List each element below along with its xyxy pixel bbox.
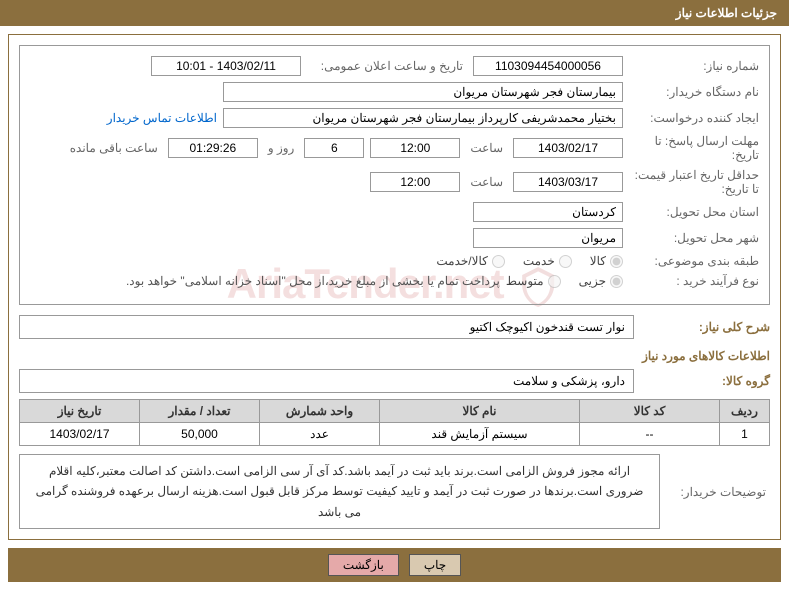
days-remain-field: 6 xyxy=(304,138,364,158)
buyer-notes-label: توضیحات خریدار: xyxy=(660,454,770,529)
details-box: شماره نیاز: 1103094454000056 تاریخ و ساع… xyxy=(19,45,770,305)
need-no-field: 1103094454000056 xyxy=(473,56,623,76)
days-and-label: روز و xyxy=(264,141,299,155)
reply-deadline-label: مهلت ارسال پاسخ: تا تاریخ: xyxy=(629,134,759,162)
need-no-label: شماره نیاز: xyxy=(629,59,759,73)
subject-cat-group: کالا خدمت کالا/خدمت xyxy=(436,254,623,268)
purchase-type-label: نوع فرآیند خرید : xyxy=(629,274,759,288)
cell-date: 1403/02/17 xyxy=(20,423,140,446)
need-desc-field: نوار تست قندخون اکیوچک اکتیو xyxy=(19,315,634,339)
quote-valid-label: حداقل تاریخ اعتبار قیمت: تا تاریخ: xyxy=(629,168,759,196)
hour-label-1: ساعت xyxy=(466,141,507,155)
cell-idx: 1 xyxy=(720,423,770,446)
type-medium-radio[interactable]: متوسط xyxy=(506,274,561,288)
cell-qty: 50,000 xyxy=(140,423,260,446)
announce-dt-label: تاریخ و ساعت اعلان عمومی: xyxy=(307,59,467,73)
quote-date-field: 1403/03/17 xyxy=(513,172,623,192)
th-code: کد کالا xyxy=(580,400,720,423)
th-date: تاریخ نیاز xyxy=(20,400,140,423)
goods-group-label: گروه کالا: xyxy=(640,374,770,388)
th-idx: ردیف xyxy=(720,400,770,423)
reply-time-field: 12:00 xyxy=(370,138,460,158)
items-table: ردیف کد کالا نام کالا واحد شمارش تعداد /… xyxy=(19,399,770,446)
th-name: نام کالا xyxy=(380,400,580,423)
requester-field: بختیار محمدشریفی کارپرداز بیمارستان فجر … xyxy=(223,108,623,128)
hour-label-2: ساعت xyxy=(466,175,507,189)
table-row: 1 -- سیستم آزمایش قند عدد 50,000 1403/02… xyxy=(20,423,770,446)
cat-service-radio[interactable]: خدمت xyxy=(523,254,572,268)
requester-label: ایجاد کننده درخواست: xyxy=(629,111,759,125)
need-desc-label: شرح کلی نیاز: xyxy=(640,320,770,334)
buyer-contact-link[interactable]: اطلاعات تماس خریدار xyxy=(107,111,217,125)
type-partial-radio[interactable]: جزیی xyxy=(579,274,623,288)
province-field: کردستان xyxy=(473,202,623,222)
payment-note: پرداخت تمام یا بخشی از مبلغ خرید،از محل … xyxy=(126,274,500,288)
th-qty: تعداد / مقدار xyxy=(140,400,260,423)
subject-cat-label: طبقه بندی موضوعی: xyxy=(629,254,759,268)
cell-name: سیستم آزمایش قند xyxy=(380,423,580,446)
back-button[interactable]: بازگشت xyxy=(328,554,399,576)
cell-unit: عدد xyxy=(260,423,380,446)
buyer-org-label: نام دستگاه خریدار: xyxy=(629,85,759,99)
cat-both-radio[interactable]: کالا/خدمت xyxy=(436,254,504,268)
th-unit: واحد شمارش xyxy=(260,400,380,423)
city-label: شهر محل تحویل: xyxy=(629,231,759,245)
page-title: جزئیات اطلاعات نیاز xyxy=(0,0,789,26)
items-info-title: اطلاعات کالاهای مورد نیاز xyxy=(19,349,770,363)
cell-code: -- xyxy=(580,423,720,446)
goods-group-field: دارو، پزشکی و سلامت xyxy=(19,369,634,393)
main-container: شماره نیاز: 1103094454000056 تاریخ و ساع… xyxy=(8,34,781,540)
time-remain-field: 01:29:26 xyxy=(168,138,258,158)
cat-goods-radio[interactable]: کالا xyxy=(590,254,623,268)
province-label: استان محل تحویل: xyxy=(629,205,759,219)
print-button[interactable]: چاپ xyxy=(409,554,461,576)
reply-date-field: 1403/02/17 xyxy=(513,138,623,158)
quote-time-field: 12:00 xyxy=(370,172,460,192)
footer-bar: چاپ بازگشت xyxy=(8,548,781,582)
buyer-org-field: بیمارستان فجر شهرستان مریوان xyxy=(223,82,623,102)
announce-dt-field: 1403/02/11 - 10:01 xyxy=(151,56,301,76)
remaining-label: ساعت باقی مانده xyxy=(66,141,162,155)
buyer-notes-field: ارائه مجوز فروش الزامی است.برند باید ثبت… xyxy=(19,454,660,529)
purchase-type-group: جزیی متوسط xyxy=(506,274,623,288)
city-field: مریوان xyxy=(473,228,623,248)
